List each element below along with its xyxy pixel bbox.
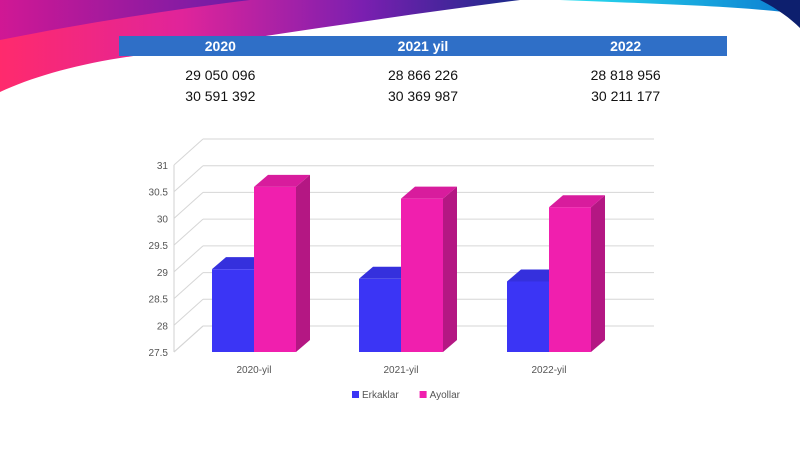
gridline-side: [173, 192, 204, 219]
legend-item-ayollar: Ayollar: [419, 390, 461, 401]
bar-top: [254, 174, 310, 187]
gridline-side: [173, 272, 204, 299]
legend-label: Ayollar: [430, 390, 461, 401]
table-cell: 30 211 177: [591, 88, 661, 104]
table-header-bar: 2020 2021 yil 2022: [119, 36, 727, 56]
legend: Erkaklar Ayollar: [352, 390, 461, 401]
bars: [212, 174, 605, 352]
y-tick-label: 28.5: [149, 295, 169, 306]
gridline-side: [173, 218, 204, 246]
table-cell: 28 818 956: [590, 67, 661, 83]
bar-front: [549, 207, 591, 352]
header-cell-2020: 2020: [204, 38, 236, 54]
legend-label: Erkaklar: [362, 390, 399, 401]
bar-front: [401, 198, 443, 352]
table-cell: 30 591 392: [185, 88, 256, 104]
y-tick-label: 27.5: [149, 348, 169, 359]
header-cell-2021: 2021 yil: [397, 38, 449, 54]
bar-side: [443, 186, 457, 352]
legend-swatch: [419, 391, 427, 398]
gridline-side: [173, 325, 204, 353]
gridline-side: [173, 138, 204, 166]
bar-front: [507, 281, 549, 352]
bar-ayollar-2: [401, 186, 457, 352]
y-tick-label: 31: [157, 161, 169, 172]
x-tick-label: 2022-yil: [531, 365, 566, 376]
bar-front: [254, 186, 296, 352]
bar-front: [359, 278, 401, 352]
y-axis-ticks: 27.5 28 28.5 29 29.5 30 30.5 31: [149, 161, 169, 359]
bar-top: [401, 186, 457, 199]
legend-item-erkaklar: Erkaklar: [352, 390, 399, 401]
bar-side: [296, 174, 310, 352]
y-tick-label: 28: [157, 321, 169, 332]
gridline-side: [173, 245, 204, 273]
y-tick-label: 30: [157, 214, 169, 225]
x-tick-label: 2020-yil: [236, 365, 271, 376]
table-cell: 30 369 987: [387, 88, 459, 104]
header-cell-2022: 2022: [610, 38, 642, 54]
table-row: 30 591 392 30 369 987 30 211 177: [119, 88, 727, 104]
bar-front: [212, 269, 254, 352]
y-tick-label: 30.5: [149, 188, 169, 199]
bar-side: [591, 195, 605, 352]
bar-top: [549, 195, 605, 208]
bar-ayollar-1: [254, 174, 310, 352]
table-row: 29 050 096 28 866 226 28 818 956: [119, 67, 727, 83]
gridline-side: [173, 165, 204, 193]
x-tick-label: 2021-yil: [383, 365, 418, 376]
x-axis-ticks: 2020-yil 2021-yil 2022-yil: [236, 365, 566, 376]
bar-ayollar-3: [549, 195, 605, 352]
gridline-side: [173, 298, 204, 326]
legend-swatch: [352, 391, 359, 398]
table-cell: 29 050 096: [185, 67, 256, 83]
y-tick-label: 29: [157, 268, 169, 279]
y-tick-label: 29.5: [149, 241, 169, 252]
table-cell: 28 866 226: [387, 67, 459, 83]
